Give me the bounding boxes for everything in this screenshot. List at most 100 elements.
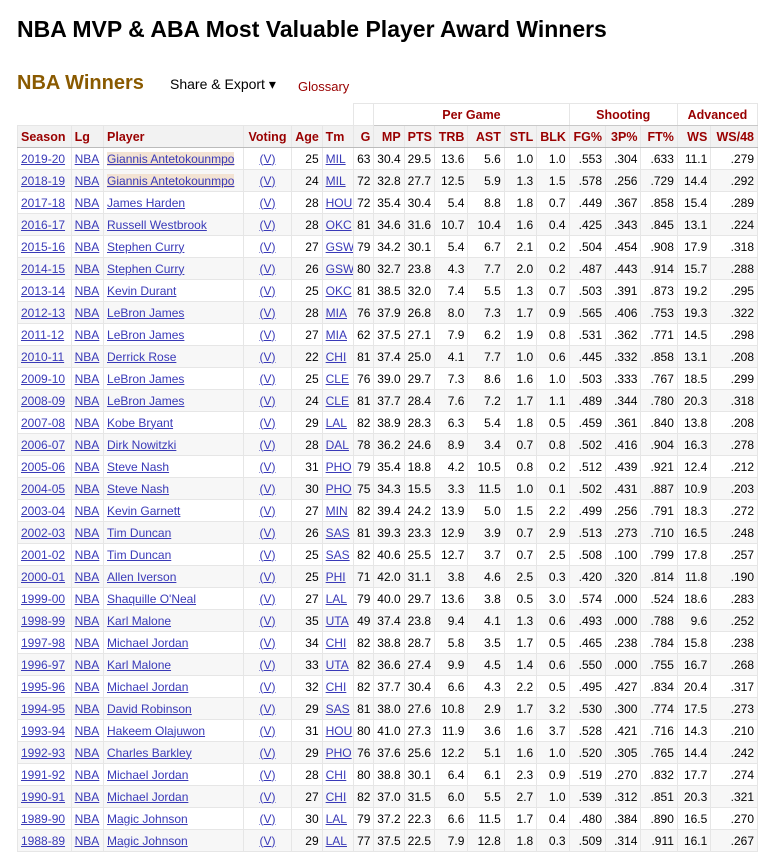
team-link[interactable]: MIL [325, 173, 346, 188]
voting-link[interactable]: (V) [259, 437, 276, 452]
player-link[interactable]: Tim Duncan [107, 525, 172, 540]
season-link[interactable]: 2003-04 [21, 503, 66, 518]
player-link[interactable]: Michael Jordan [107, 635, 189, 650]
player-link[interactable]: Michael Jordan [107, 679, 189, 694]
player-link[interactable]: Derrick Rose [107, 349, 177, 364]
team-link[interactable]: SAS [325, 525, 350, 540]
season-link[interactable]: 2004-05 [21, 481, 66, 496]
col-header-fg-pct[interactable]: FG% [568, 125, 607, 148]
player-link[interactable]: Stephen Curry [107, 239, 185, 254]
col-header-blk[interactable]: BLK [536, 125, 570, 148]
player-link[interactable]: Kobe Bryant [107, 415, 174, 430]
season-link[interactable]: 1998-99 [21, 613, 66, 628]
player-link[interactable]: David Robinson [107, 701, 192, 716]
team-link[interactable]: MIA [325, 305, 347, 320]
player-link[interactable]: Stephen Curry [107, 261, 185, 276]
league-link[interactable]: NBA [74, 371, 100, 386]
player-link[interactable]: LeBron James [107, 327, 185, 342]
col-header-age[interactable]: Age [291, 125, 323, 148]
league-link[interactable]: NBA [74, 327, 100, 342]
voting-link[interactable]: (V) [259, 459, 276, 474]
season-link[interactable]: 1995-96 [21, 679, 66, 694]
league-link[interactable]: NBA [74, 789, 100, 804]
team-link[interactable]: SAS [325, 547, 350, 562]
team-link[interactable]: GSW [325, 239, 354, 254]
player-link[interactable]: Charles Barkley [107, 745, 192, 760]
league-link[interactable]: NBA [74, 591, 100, 606]
col-header-ws[interactable]: WS [676, 125, 712, 148]
league-link[interactable]: NBA [74, 657, 100, 672]
team-link[interactable]: LAL [325, 415, 347, 430]
season-link[interactable]: 2010-11 [21, 349, 65, 364]
season-link[interactable]: 2001-02 [21, 547, 66, 562]
team-link[interactable]: CLE [325, 393, 349, 408]
season-link[interactable]: 2005-06 [21, 459, 66, 474]
league-link[interactable]: NBA [74, 833, 100, 848]
team-link[interactable]: MIA [325, 327, 347, 342]
player-link[interactable]: LeBron James [107, 371, 185, 386]
season-link[interactable]: 1999-00 [21, 591, 66, 606]
col-header-g[interactable]: G [353, 125, 375, 148]
player-link[interactable]: LeBron James [107, 393, 185, 408]
voting-link[interactable]: (V) [259, 635, 276, 650]
voting-link[interactable]: (V) [259, 789, 276, 804]
voting-link[interactable]: (V) [259, 833, 276, 848]
player-link[interactable]: Allen Iverson [107, 569, 177, 584]
player-link[interactable]: Russell Westbrook [107, 217, 207, 232]
player-link[interactable]: Michael Jordan [107, 789, 189, 804]
team-link[interactable]: CHI [325, 767, 347, 782]
voting-link[interactable]: (V) [259, 217, 276, 232]
player-link[interactable]: Magic Johnson [107, 833, 188, 848]
voting-link[interactable]: (V) [259, 613, 276, 628]
col-header-lg[interactable]: Lg [70, 125, 105, 148]
season-link[interactable]: 2011-12 [21, 327, 65, 342]
voting-link[interactable]: (V) [259, 481, 276, 496]
team-link[interactable]: LAL [325, 811, 347, 826]
voting-link[interactable]: (V) [259, 525, 276, 540]
team-link[interactable]: UTA [325, 657, 349, 672]
season-link[interactable]: 1996-97 [21, 657, 66, 672]
team-link[interactable]: OKC [325, 283, 352, 298]
league-link[interactable]: NBA [74, 613, 100, 628]
league-link[interactable]: NBA [74, 195, 100, 210]
player-link[interactable]: Kevin Durant [107, 283, 177, 298]
season-link[interactable]: 2012-13 [21, 305, 66, 320]
voting-link[interactable]: (V) [259, 283, 276, 298]
share-export-menu[interactable]: Share & Export ▾ [170, 76, 276, 92]
league-link[interactable]: NBA [74, 481, 100, 496]
season-link[interactable]: 1997-98 [21, 635, 66, 650]
player-link[interactable]: Steve Nash [107, 459, 170, 474]
voting-link[interactable]: (V) [259, 569, 276, 584]
league-link[interactable]: NBA [74, 679, 100, 694]
team-link[interactable]: UTA [325, 613, 349, 628]
col-header-3p-pct[interactable]: 3P% [605, 125, 642, 148]
voting-link[interactable]: (V) [259, 173, 276, 188]
season-link[interactable]: 2000-01 [21, 569, 66, 584]
col-header-ast[interactable]: AST [467, 125, 505, 148]
player-link[interactable]: Hakeem Olajuwon [107, 723, 206, 738]
col-header-voting[interactable]: Voting [242, 125, 293, 148]
team-link[interactable]: CHI [325, 679, 347, 694]
league-link[interactable]: NBA [74, 767, 100, 782]
player-link[interactable]: Giannis Antetokounmpo [107, 151, 235, 166]
col-header-stl[interactable]: STL [503, 125, 538, 148]
voting-link[interactable]: (V) [259, 305, 276, 320]
voting-link[interactable]: (V) [259, 327, 276, 342]
season-link[interactable]: 1992-93 [21, 745, 66, 760]
voting-link[interactable]: (V) [259, 723, 276, 738]
voting-link[interactable]: (V) [259, 679, 276, 694]
season-link[interactable]: 2007-08 [21, 415, 66, 430]
league-link[interactable]: NBA [74, 283, 100, 298]
glossary-link[interactable]: Glossary [298, 79, 350, 94]
team-link[interactable]: OKC [325, 217, 352, 232]
league-link[interactable]: NBA [74, 811, 100, 826]
league-link[interactable]: NBA [74, 525, 100, 540]
team-link[interactable]: DAL [325, 437, 349, 452]
team-link[interactable]: GSW [325, 261, 354, 276]
team-link[interactable]: PHI [325, 569, 346, 584]
season-link[interactable]: 2014-15 [21, 261, 66, 276]
voting-link[interactable]: (V) [259, 239, 276, 254]
voting-link[interactable]: (V) [259, 415, 276, 430]
team-link[interactable]: PHO [325, 481, 352, 496]
season-link[interactable]: 2019-20 [21, 151, 66, 166]
